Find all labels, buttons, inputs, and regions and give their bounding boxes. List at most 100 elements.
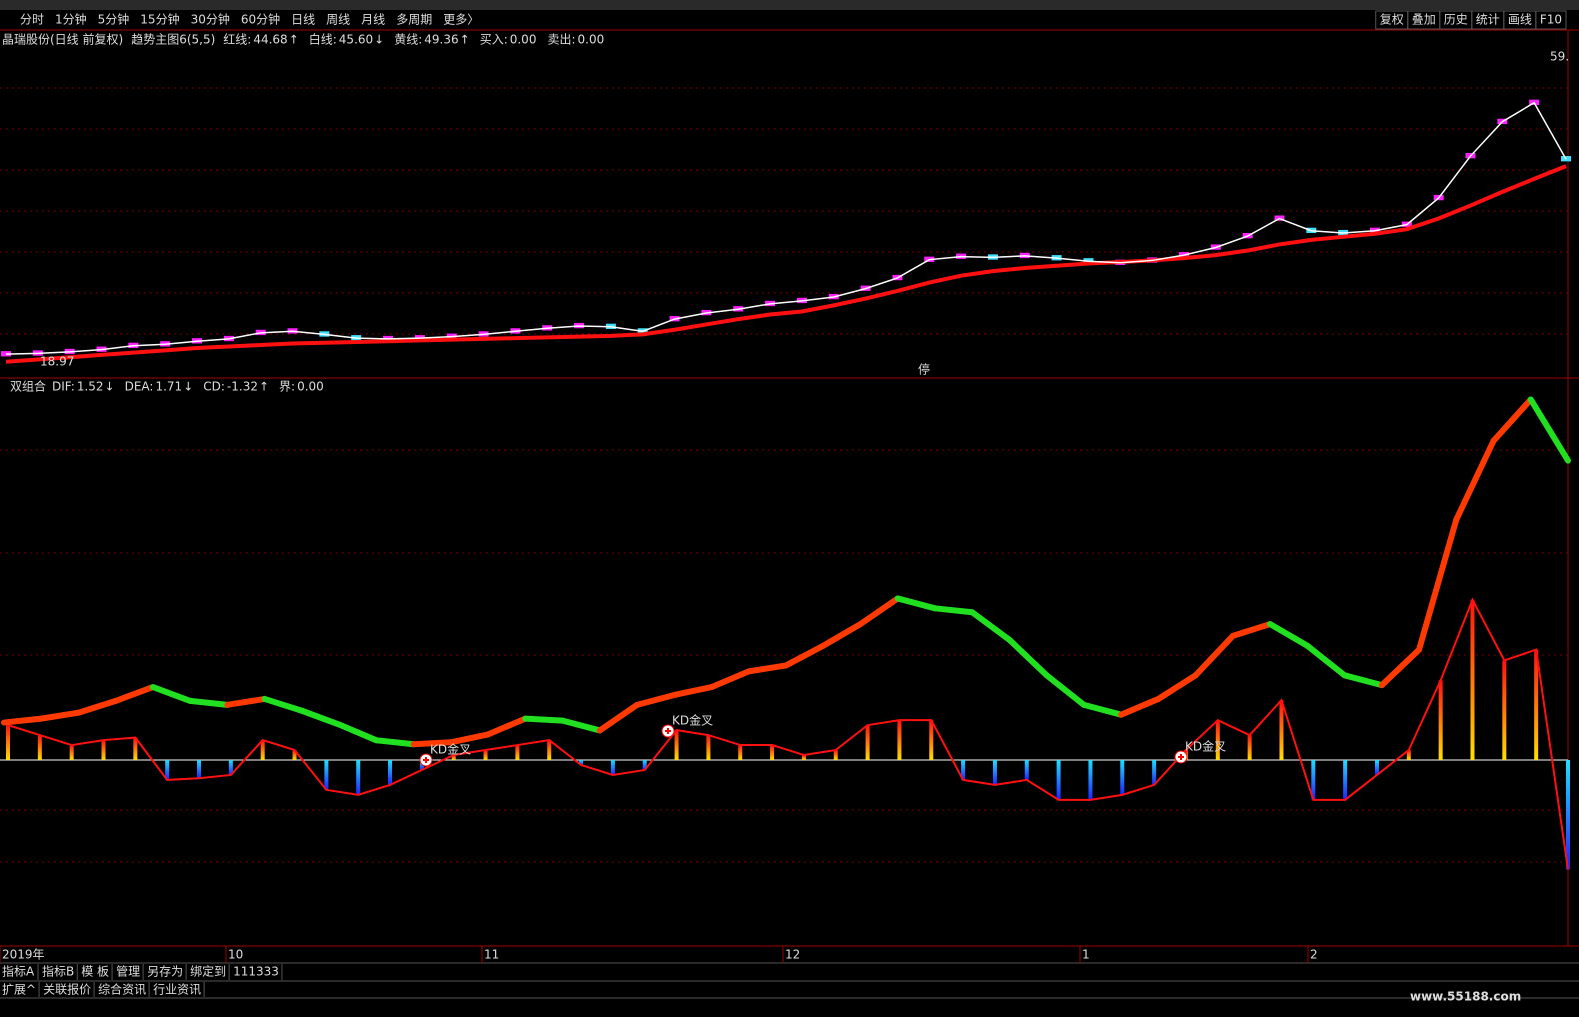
- bottom-tab[interactable]: 111333: [233, 965, 279, 979]
- cross-label: KD金叉: [430, 742, 471, 757]
- period-tab[interactable]: 更多〉: [443, 13, 479, 27]
- dif-segment: [1192, 632, 1236, 679]
- macd-bar: [388, 760, 393, 785]
- dif-segment: [894, 595, 938, 612]
- dif-segment: [187, 697, 231, 708]
- dif-segment: [708, 668, 752, 691]
- watermark: www.55188.com: [1410, 990, 1521, 1004]
- cross-label: KD金叉: [672, 713, 713, 728]
- bottom-tab[interactable]: 指标B: [42, 964, 74, 979]
- bottom-tab[interactable]: 模 板: [81, 965, 109, 979]
- period-tab[interactable]: 1分钟: [55, 12, 87, 27]
- cross-icon: [423, 757, 429, 763]
- label: 0.00: [578, 33, 605, 47]
- bottom-tab[interactable]: 扩展^: [2, 983, 36, 997]
- period-tab[interactable]: 多周期: [396, 13, 432, 27]
- label: 45.60: [339, 33, 373, 47]
- tool-button[interactable]: F10: [1540, 13, 1562, 27]
- tool-button[interactable]: 叠加: [1412, 13, 1436, 27]
- macd-bar: [1406, 750, 1411, 760]
- period-tab[interactable]: 分时: [20, 13, 44, 27]
- tool-button[interactable]: 复权: [1380, 13, 1404, 27]
- macd-bar: [451, 755, 456, 760]
- tool-button[interactable]: 统计: [1476, 13, 1500, 27]
- macd-bar: [992, 760, 997, 785]
- macd-bar: [292, 750, 297, 760]
- period-tab[interactable]: 5分钟: [98, 12, 130, 27]
- label: 晶瑞股份(日线 前复权): [2, 32, 123, 47]
- macd-bar: [929, 720, 934, 760]
- bottom-tab[interactable]: 指标A: [2, 964, 35, 979]
- tool-button[interactable]: 画线: [1508, 13, 1532, 27]
- period-tab[interactable]: 60分钟: [241, 12, 280, 27]
- macd-bar: [1024, 760, 1029, 780]
- macd-bar: [228, 760, 233, 775]
- label: 卖出:: [547, 33, 575, 47]
- date-label: 12: [785, 948, 800, 962]
- bottom-tab[interactable]: 另存为: [147, 965, 183, 979]
- dif-segment: [522, 715, 566, 724]
- dif-segment: [1006, 636, 1050, 679]
- bottom-tab[interactable]: 关联报价: [43, 982, 91, 997]
- dif-segment: [1267, 621, 1311, 649]
- bottom-tab[interactable]: 综合资讯: [98, 982, 146, 997]
- macd-bar: [897, 720, 902, 760]
- label: 白线:: [309, 32, 337, 47]
- label: 49.36: [424, 33, 458, 47]
- macd-bar: [1566, 760, 1570, 870]
- bottom-tab[interactable]: 行业资讯: [153, 983, 201, 997]
- dif-segment: [1043, 672, 1087, 708]
- macd-bar: [1374, 760, 1379, 775]
- period-tab[interactable]: 30分钟: [191, 12, 230, 27]
- stop-mark: 停: [918, 362, 930, 377]
- dif-segment: [447, 731, 492, 746]
- dif-segment: [1080, 701, 1125, 718]
- label: ↓: [183, 380, 193, 394]
- macd-bar: [801, 755, 806, 760]
- macd-bar: [1215, 720, 1220, 760]
- macd-bar: [1088, 760, 1093, 800]
- macd-bar: [865, 725, 870, 760]
- macd-bar: [1470, 599, 1475, 760]
- label: 界:: [279, 380, 295, 394]
- date-label: 10: [228, 948, 243, 962]
- dif-segment: [1155, 672, 1199, 702]
- dif-segment: [336, 721, 380, 744]
- macd-bar: [1056, 760, 1061, 800]
- period-tab[interactable]: 15分钟: [140, 12, 179, 27]
- bottom-tab[interactable]: 管理: [116, 964, 140, 979]
- cross-icon: [665, 728, 671, 734]
- red-line: [5, 164, 1567, 364]
- label: ↑: [289, 33, 299, 47]
- label: 1.71: [155, 380, 182, 394]
- dif-segment: [596, 701, 641, 734]
- label: ↑: [259, 380, 269, 394]
- dif-segment: [224, 695, 268, 708]
- macd-bar: [6, 725, 10, 760]
- label: ↑: [460, 33, 470, 47]
- dif-segment: [1118, 695, 1162, 718]
- cross-label: KD金叉: [1185, 739, 1226, 754]
- dif-segment: [671, 684, 715, 698]
- dif-segment: [1, 715, 45, 726]
- bottom-tab[interactable]: 绑定到: [190, 964, 226, 979]
- date-label: 2: [1310, 948, 1318, 962]
- label: 红线:: [223, 32, 251, 47]
- label: 1.52: [77, 380, 104, 394]
- macd-bar: [1120, 760, 1125, 795]
- dif-segment: [745, 662, 789, 675]
- tool-button[interactable]: 历史: [1444, 13, 1468, 27]
- high-label: 59.: [1550, 50, 1569, 64]
- macd-bar: [833, 750, 838, 760]
- low-label: 18.97: [40, 355, 74, 369]
- date-label: 2019年: [2, 948, 45, 962]
- dif-segment: [1527, 396, 1571, 464]
- macd-bar: [260, 740, 265, 760]
- macd-bar: [1438, 680, 1443, 760]
- dif-segment: [969, 609, 1013, 643]
- period-tab[interactable]: 周线: [326, 13, 350, 27]
- dif-segment: [931, 605, 976, 616]
- dif-segment: [1490, 396, 1534, 444]
- period-tab[interactable]: 月线: [361, 13, 385, 27]
- period-tab[interactable]: 日线: [291, 13, 315, 27]
